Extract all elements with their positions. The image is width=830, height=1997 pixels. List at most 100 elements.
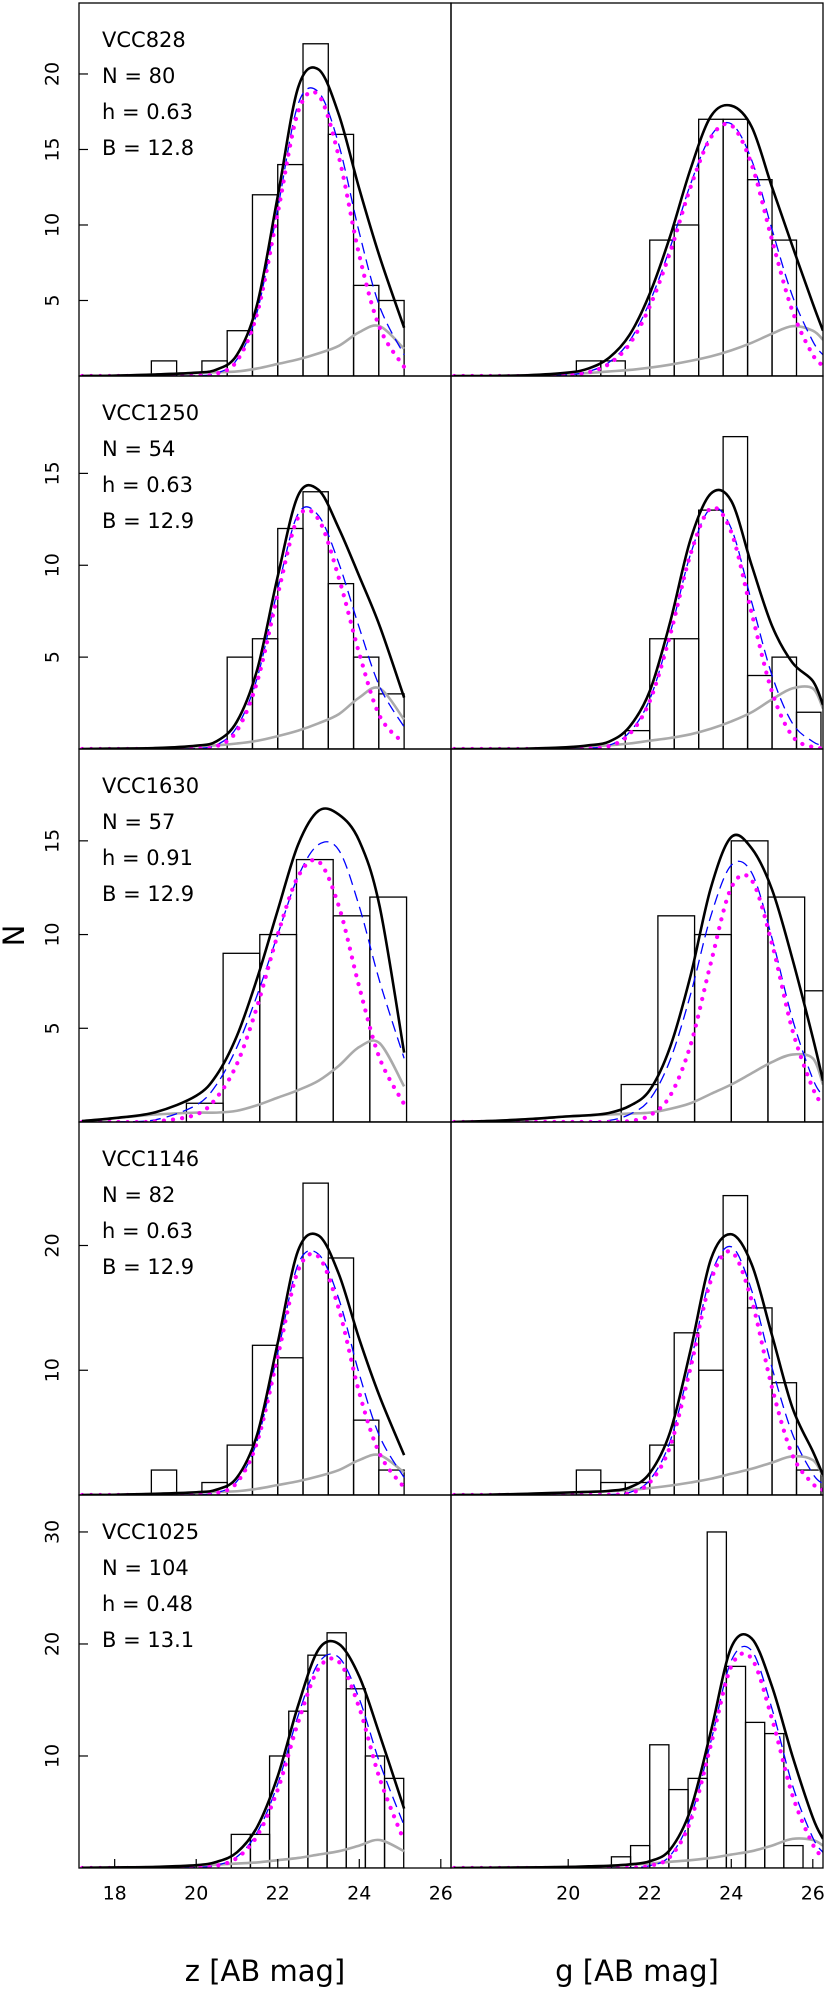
- panel-annotation: B = 12.9: [102, 1255, 194, 1279]
- histogram-bar: [673, 224, 700, 376]
- histogram-bar: [327, 133, 355, 376]
- model-curve: [79, 1656, 407, 1868]
- panel-annotation: h = 0.63: [102, 1219, 193, 1243]
- model-curve: [82, 1232, 406, 1495]
- panel-annotation: N = 80: [102, 64, 175, 88]
- y-tick-label: 20: [42, 62, 64, 86]
- plot-area: [451, 1531, 823, 1868]
- model-curve: [82, 506, 405, 749]
- histogram-bar: [725, 1665, 747, 1868]
- x-tick-label: 26: [801, 1883, 825, 1905]
- panel-annotation: B = 12.9: [102, 882, 194, 906]
- y-axis-label: N: [0, 925, 31, 947]
- x-tick-label: 24: [347, 1883, 371, 1905]
- histogram-bar: [722, 1194, 749, 1495]
- histogram-bar: [746, 179, 773, 376]
- histogram-bar: [352, 284, 380, 376]
- histogram-bar: [277, 1357, 304, 1495]
- histogram-bar: [771, 1382, 798, 1495]
- histogram-bar: [657, 915, 696, 1122]
- x-axis-label: z [AB mag]: [185, 1954, 345, 1988]
- model-curve: [79, 507, 407, 749]
- model-curve: [82, 1249, 405, 1495]
- model-curve: [454, 1632, 823, 1868]
- model-curve: [454, 121, 823, 376]
- histogram-bar: [352, 656, 380, 749]
- y-tick-label: 30: [42, 1520, 64, 1544]
- plot-area: [451, 833, 823, 1122]
- histogram-bar: [730, 840, 769, 1122]
- y-tick-label: 10: [42, 922, 64, 946]
- x-tick-label: 26: [429, 1883, 453, 1905]
- y-tick-label: 10: [42, 1358, 64, 1382]
- model-curve: [79, 89, 407, 376]
- model-curve: [454, 1245, 823, 1495]
- model-curve: [454, 103, 823, 376]
- model-curve: [82, 483, 406, 749]
- histogram-bar: [345, 1688, 367, 1868]
- histogram-bar: [378, 1469, 405, 1495]
- histogram-bar: [795, 1469, 822, 1495]
- y-tick-label: 15: [42, 137, 64, 161]
- panel-annotation: B = 13.1: [102, 1628, 194, 1652]
- panel-annotation: N = 82: [102, 1183, 175, 1207]
- histogram-bar: [783, 1844, 804, 1868]
- histogram-bar: [332, 915, 371, 1122]
- model-curve: [451, 1651, 823, 1868]
- model-curve: [79, 857, 407, 1122]
- panel-frame: [450, 1494, 824, 1869]
- y-tick-label: 5: [42, 651, 64, 663]
- y-tick-label: 15: [42, 829, 64, 853]
- x-tick-label: 20: [556, 1883, 580, 1905]
- histogram-bar: [722, 435, 749, 749]
- histogram-bar: [222, 952, 261, 1122]
- model-curve: [82, 1653, 405, 1868]
- model-curve: [81, 1039, 406, 1122]
- panel-annotation: N = 104: [102, 1556, 189, 1580]
- panel-frame: [450, 748, 824, 1123]
- histogram-bar: [251, 638, 279, 749]
- histogram-bar: [327, 1257, 355, 1495]
- panel-annotation: VCC828: [102, 28, 186, 52]
- y-tick-label: 10: [42, 553, 64, 577]
- histogram-bar: [150, 1469, 178, 1495]
- panel-frame: [78, 1121, 452, 1496]
- panel-frame: [78, 2, 452, 377]
- plot-area: [451, 103, 823, 376]
- x-tick-label: 22: [266, 1883, 290, 1905]
- panel-annotation: VCC1250: [102, 401, 199, 425]
- histogram-bar: [327, 582, 355, 749]
- plot-area: [79, 43, 407, 376]
- model-curve: [82, 1453, 405, 1495]
- histogram-bar: [698, 509, 724, 749]
- histogram-bar: [302, 491, 329, 749]
- plot-area: [451, 1194, 823, 1495]
- model-curve: [454, 833, 823, 1122]
- model-curve: [82, 66, 406, 376]
- panel-annotation: h = 0.63: [102, 100, 193, 124]
- histogram-bar: [364, 1755, 386, 1868]
- plot-area: [451, 435, 823, 749]
- panel-annotation: VCC1630: [102, 774, 199, 798]
- model-curve: [454, 1645, 823, 1868]
- histogram-bar: [383, 1777, 405, 1868]
- model-curve: [454, 324, 823, 376]
- panel-frame: [450, 375, 824, 750]
- histogram-bar: [226, 1444, 254, 1495]
- histogram-bar: [302, 1182, 329, 1495]
- y-tick-label: 20: [42, 1233, 64, 1257]
- histogram-bar: [649, 1744, 670, 1868]
- model-curve: [454, 685, 823, 749]
- panel-annotation: h = 0.91: [102, 846, 193, 870]
- model-curve: [451, 121, 823, 376]
- y-tick-label: 15: [42, 461, 64, 485]
- panel-annotation: VCC1146: [102, 1147, 199, 1171]
- model-curve: [454, 1454, 823, 1495]
- y-tick-label: 10: [42, 213, 64, 237]
- model-curve: [82, 841, 405, 1122]
- panel-annotation: h = 0.63: [102, 473, 193, 497]
- panel-annotation: B = 12.9: [102, 509, 194, 533]
- histogram-bar: [277, 163, 304, 376]
- model-curve: [79, 1251, 407, 1495]
- model-curve: [454, 1232, 823, 1495]
